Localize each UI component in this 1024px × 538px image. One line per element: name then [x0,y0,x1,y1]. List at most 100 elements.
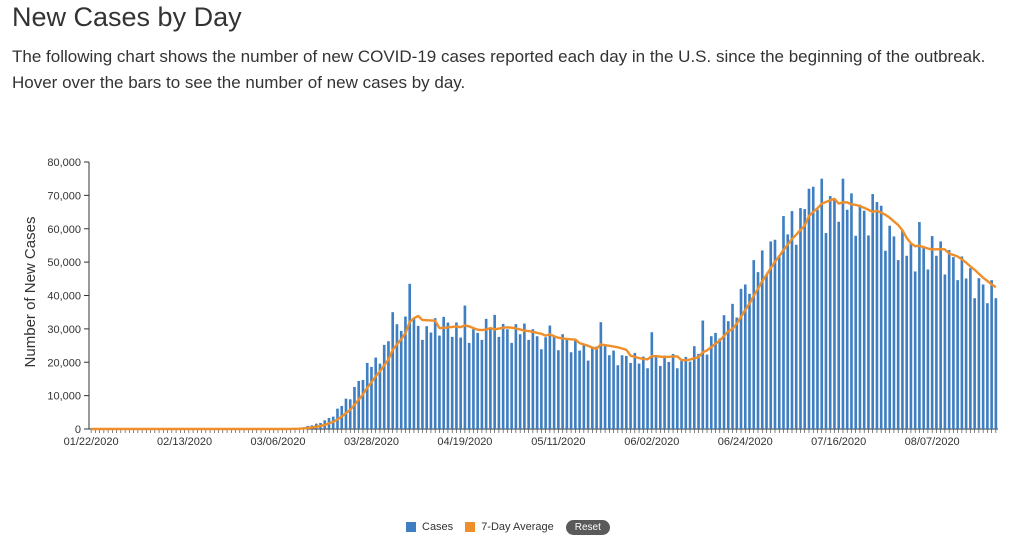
cases-bar[interactable] [973,298,976,429]
cases-bar[interactable] [629,362,632,429]
cases-bar[interactable] [722,315,726,429]
cases-bar[interactable] [540,349,543,429]
cases-bar[interactable] [875,202,879,429]
reset-button[interactable]: Reset [565,519,610,535]
cases-bar[interactable] [658,365,662,429]
cases-bar[interactable] [841,178,845,429]
cases-bar[interactable] [760,250,764,429]
legend-item-average[interactable]: 7-Day Average [465,521,554,533]
cases-bar[interactable] [828,196,832,429]
cases-bar[interactable] [438,335,441,429]
cases-bar[interactable] [514,324,518,429]
cases-bar[interactable] [939,241,942,429]
cases-bar[interactable] [497,336,501,429]
cases-bar[interactable] [569,352,573,429]
cases-bar[interactable] [726,321,730,429]
cases-bar[interactable] [952,257,955,429]
cases-bar[interactable] [867,235,870,429]
cases-bar[interactable] [544,337,547,429]
cases-bar[interactable] [446,322,450,429]
cases-bar[interactable] [858,204,862,429]
cases-bar[interactable] [854,235,858,429]
cases-bar[interactable] [620,355,624,429]
cases-bar[interactable] [994,298,998,429]
cases-bar[interactable] [816,209,819,429]
cases-bar[interactable] [752,260,756,429]
cases-bar[interactable] [612,350,615,429]
cases-bar[interactable] [625,355,628,429]
cases-bar[interactable] [348,399,352,429]
cases-bar[interactable] [557,350,560,429]
cases-bar[interactable] [591,346,594,429]
cases-bar[interactable] [416,325,420,429]
cases-bar[interactable] [731,303,734,429]
cases-bar[interactable] [807,188,811,429]
cases-bar[interactable] [433,318,437,429]
cases-bar[interactable] [535,336,539,429]
cases-bar[interactable] [552,336,556,429]
cases-bar[interactable] [425,326,428,429]
cases-bar[interactable] [506,329,509,429]
cases-bar[interactable] [370,366,373,429]
cases-bar[interactable] [518,334,522,429]
cases-bar[interactable] [510,342,513,429]
cases-bars[interactable] [285,178,998,429]
cases-bar[interactable] [378,363,382,429]
cases-bar[interactable] [697,353,700,429]
cases-bar[interactable] [943,274,947,429]
cases-bar[interactable] [884,250,887,429]
cases-bar[interactable] [956,280,959,429]
cases-bar[interactable] [833,198,836,429]
legend-item-cases[interactable]: Cases [406,521,453,533]
cases-bar[interactable] [879,205,883,429]
cases-bar[interactable] [901,230,904,429]
cases-bar[interactable] [548,325,552,429]
cases-bar[interactable] [743,284,747,429]
cases-bar[interactable] [671,353,675,429]
cases-bar[interactable] [353,386,356,429]
cases-bar[interactable] [803,209,807,429]
cases-bar[interactable] [777,255,781,429]
cases-bar[interactable] [990,280,993,429]
cases-bar[interactable] [408,283,412,429]
cases-bar[interactable] [586,360,590,429]
cases-bar[interactable] [896,260,900,429]
cases-bar[interactable] [463,305,467,429]
cases-bar[interactable] [565,339,569,429]
cases-bar[interactable] [531,329,535,429]
cases-bar[interactable] [527,339,530,429]
cases-bar[interactable] [357,380,361,429]
cases-bar[interactable] [603,344,607,429]
cases-bar[interactable] [964,278,968,429]
cases-bar[interactable] [735,317,739,429]
cases-bar[interactable] [523,323,526,429]
cases-bar[interactable] [387,341,390,429]
cases-bar[interactable] [790,211,794,429]
cases-bar[interactable] [811,186,815,429]
cases-bar[interactable] [926,269,930,429]
cases-bar[interactable] [684,356,688,429]
cases-bar[interactable] [480,339,484,429]
cases-bar[interactable] [608,355,611,429]
cases-bar[interactable] [654,356,658,429]
cases-bar[interactable] [675,368,679,429]
cases-bar[interactable] [922,246,925,429]
cases-bar[interactable] [913,271,917,429]
cases-bar[interactable] [918,222,921,429]
cases-bar[interactable] [476,332,479,429]
cases-bar[interactable] [701,320,705,429]
cases-bar[interactable] [365,362,369,429]
cases-bar[interactable] [845,209,849,429]
cases-bar[interactable] [688,361,692,429]
cases-bar[interactable] [756,272,760,429]
cases-bar[interactable] [892,236,896,429]
cases-bar[interactable] [561,334,564,429]
cases-bar[interactable] [395,324,399,429]
cases-bar[interactable] [981,284,985,429]
cases-bar[interactable] [905,255,908,429]
cases-bar[interactable] [871,194,875,429]
cases-bar[interactable] [782,216,785,429]
cases-bar[interactable] [637,363,641,429]
cases-bar[interactable] [718,338,722,429]
cases-bar[interactable] [455,322,458,429]
